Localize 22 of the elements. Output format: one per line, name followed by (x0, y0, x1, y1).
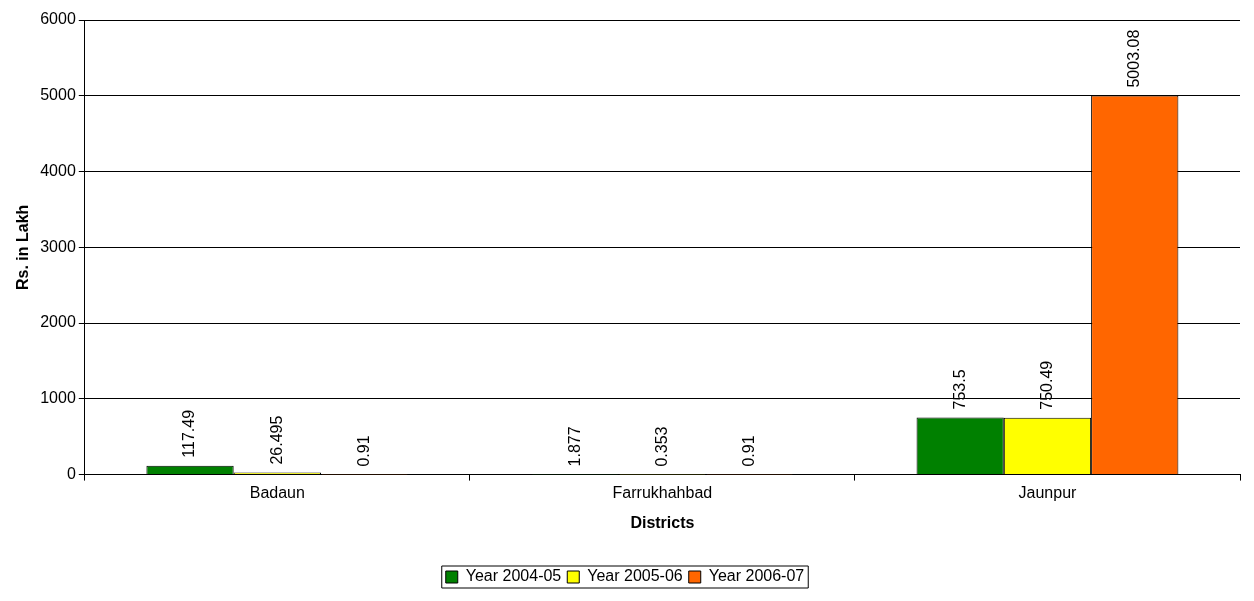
y-tick-label: 4000 (40, 161, 76, 179)
y-tick-label: 6000 (40, 10, 76, 28)
legend-label: Year 2004-05 (465, 567, 562, 585)
x-tick-label: Jaunpur (1018, 483, 1078, 501)
legend-label: Year 2006-07 (708, 567, 805, 585)
x-tick-label: Farrukhahbad (612, 483, 713, 501)
y-tick-label: 1000 (40, 389, 76, 407)
data-label: 1.877 (565, 426, 583, 467)
legend-label: Year 2005-06 (587, 567, 683, 585)
data-label: 0.353 (652, 426, 670, 467)
x-tick-label: Badaun (249, 483, 305, 501)
y-tick-label: 2000 (40, 313, 76, 331)
y-tick-label: 5000 (40, 86, 76, 104)
data-label: 0.91 (355, 435, 373, 467)
data-label: 5003.08 (1125, 29, 1143, 88)
data-label: 117.49 (180, 409, 198, 458)
data-label: 26.495 (267, 415, 285, 465)
data-label: 0.91 (740, 435, 758, 467)
y-tick-label: 0 (66, 465, 76, 483)
x-axis-title: Districts (630, 513, 695, 531)
y-tick-label: 3000 (40, 237, 76, 255)
y-axis-title: Rs. in Lakh (14, 204, 32, 290)
